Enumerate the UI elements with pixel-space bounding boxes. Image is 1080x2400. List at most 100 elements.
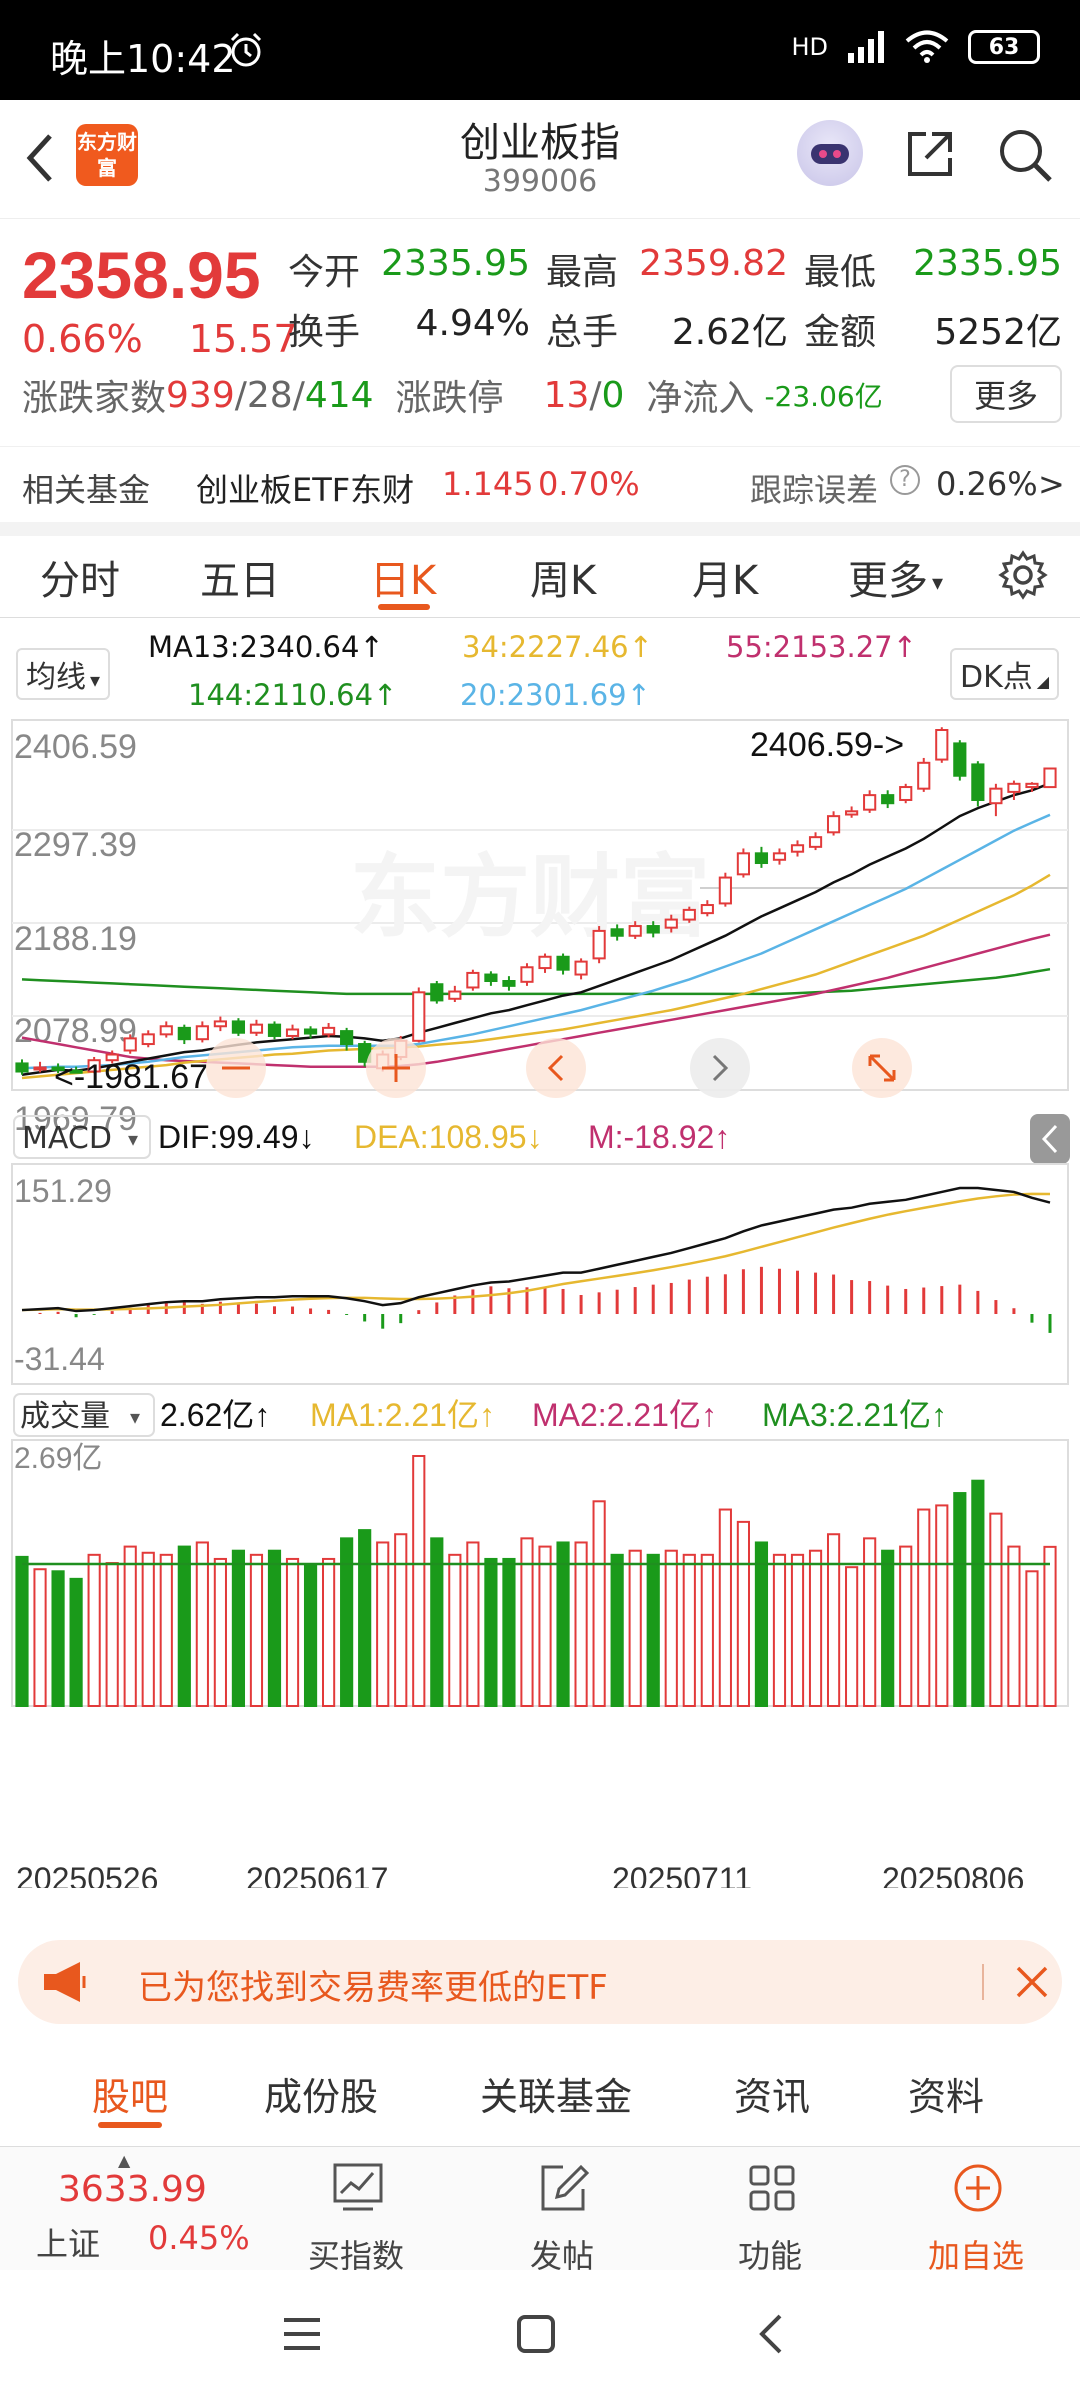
scroll-left-button[interactable] [526, 1038, 586, 1098]
macd-dif: DIF:99.49↓ [158, 1119, 315, 1155]
volume-bar [430, 1537, 444, 1708]
etf-promo-banner[interactable]: 已为您找到交易费率更低的ETF [18, 1940, 1062, 2024]
post-button[interactable]: 发帖 [482, 2147, 642, 2275]
date-label: 20250711 [612, 1861, 752, 1888]
volume-bar [15, 1555, 29, 1707]
volume-bar [628, 1549, 642, 1707]
grid-apps-icon [749, 2165, 795, 2211]
more-quote-button[interactable]: 更多 [949, 365, 1062, 423]
volume-bar [141, 1551, 155, 1707]
zoom-out-button[interactable] [206, 1038, 266, 1098]
close-icon[interactable] [1010, 1960, 1054, 2004]
active-tab-underline [378, 604, 430, 610]
collapse-panel-button[interactable] [1030, 1114, 1070, 1164]
tab-daily-k[interactable]: 日K [370, 558, 437, 604]
candle-body [502, 980, 516, 987]
volume-bar [538, 1545, 552, 1708]
caret-up-icon: ▲ [118, 2151, 131, 2170]
help-icon[interactable]: ? [890, 465, 920, 495]
ticker-name: 上证 [36, 2225, 101, 2263]
high-marker: 2406.59-> [750, 726, 904, 764]
low-marker: <-1981.67 [54, 1058, 208, 1096]
candle-body [772, 852, 787, 861]
candle-body [610, 928, 624, 937]
candle-body [285, 1028, 300, 1037]
volume-bar [267, 1549, 282, 1707]
high-label: 最高 [546, 252, 619, 293]
settings-gear-icon[interactable] [998, 550, 1048, 600]
battery-icon: 63 [968, 30, 1040, 64]
post-label: 发帖 [529, 2237, 594, 2275]
fund-percent: 0.70% [538, 465, 640, 503]
zoom-in-button[interactable] [366, 1038, 426, 1098]
nav-back-icon[interactable] [756, 2312, 786, 2356]
volume-selector[interactable] [13, 1393, 155, 1437]
shanghai-index-ticker[interactable]: ▲ 3633.99 上证 0.45% [0, 2147, 270, 2271]
tab-weekly-k[interactable]: 周K [530, 558, 597, 604]
caret-down-icon: ▾ [128, 1127, 138, 1151]
bottom-toolbar: ▲ 3633.99 上证 0.45% 买指数 发帖 功能 加自选 [0, 2146, 1080, 2275]
indicator-selector[interactable]: 均线 ▾ [16, 648, 111, 700]
ma-legend: 均线 ▾ MA13:2340.64↑ 34:2227.46↑ 55:2153.27… [0, 618, 1080, 718]
assistant-robot-icon[interactable] [797, 120, 863, 186]
limit-down: 0 [601, 374, 625, 416]
indicator-selector-label: 均线 [26, 660, 86, 695]
chart-area[interactable]: 东方财富 2406.59 2297.39 2188.19 2078.99 196… [0, 718, 1080, 1897]
ma34-line [21, 873, 1051, 1080]
volume-bar [448, 1553, 462, 1708]
candle-body [863, 794, 877, 811]
amount-value: 5252亿 [934, 312, 1062, 353]
wifi-icon [905, 30, 949, 63]
watermark: 东方财富 [350, 845, 710, 950]
menu-icon[interactable] [280, 2314, 324, 2354]
scroll-right-button[interactable] [690, 1038, 750, 1098]
volume-bar [249, 1553, 264, 1708]
share-icon[interactable] [902, 126, 958, 182]
tab-monthly-k[interactable]: 月K [692, 558, 759, 604]
tab-five-day[interactable]: 五日 [200, 558, 280, 604]
volume-bar [935, 1504, 949, 1707]
volume-bar [51, 1570, 65, 1708]
add-watchlist-button[interactable]: 加自选 [896, 2147, 1056, 2275]
fund-label: 相关基金 [22, 471, 151, 509]
related-fund-row[interactable]: 相关基金 创业板ETF东财 1.145 0.70% 跟踪误差 ? 0.26% > [0, 446, 1080, 522]
candle-body [845, 810, 859, 816]
search-icon[interactable] [996, 126, 1054, 184]
tab-guba[interactable]: 股吧 [92, 2075, 169, 2119]
app-logo: 东方财富 [76, 124, 138, 186]
candle-body [556, 955, 570, 971]
candle-body [105, 1053, 119, 1062]
tab-news[interactable]: 资讯 [734, 2075, 811, 2119]
volume-label: 成交量 [20, 1399, 110, 1434]
ma20-value: 20:2301.69↑ [460, 678, 651, 712]
volume-bar [989, 1512, 1003, 1707]
volume-top-label: 2.69亿 [14, 1442, 102, 1475]
tab-profile[interactable]: 资料 [908, 2075, 985, 2119]
volume-bar [899, 1545, 913, 1708]
tab-more[interactable]: 更多 ▾ [848, 548, 943, 606]
functions-button[interactable]: 功能 [690, 2147, 850, 2275]
dk-points-button[interactable]: DK点 ◢ [950, 648, 1060, 700]
status-bar: 晚上10:42 HD 63 [0, 0, 1080, 100]
tracking-error-value: 0.26% [936, 465, 1038, 503]
tab-related-funds[interactable]: 关联基金 [480, 2075, 633, 2119]
macd-bottom-label: -31.44 [14, 1341, 105, 1377]
back-arrow-icon[interactable] [20, 130, 60, 186]
alarm-icon [230, 32, 262, 67]
fullscreen-button[interactable] [852, 1038, 912, 1098]
limit-label: 涨跌停 [395, 378, 504, 419]
ticker-percent: 0.45% [148, 2219, 250, 2257]
volume-bar [646, 1553, 660, 1708]
home-square-icon[interactable] [514, 2312, 558, 2356]
candlestick-chart[interactable]: 东方财富 2406.59 2297.39 2188.19 2078.99 196… [0, 718, 1080, 1897]
volume-bar [303, 1564, 318, 1708]
volume-bar [340, 1537, 354, 1708]
period-tabs: 分时 五日 日K 周K 月K 更多 ▾ [0, 536, 1080, 618]
volume-bar [772, 1553, 787, 1708]
tab-constituents[interactable]: 成份股 [264, 2075, 379, 2119]
tab-intraday[interactable]: 分时 [40, 558, 120, 604]
fund-price: 1.145 [442, 465, 534, 503]
buy-index-button[interactable]: 买指数 [276, 2147, 436, 2275]
date-label: 20250526 [16, 1861, 158, 1888]
macd-selector[interactable] [13, 1115, 151, 1159]
